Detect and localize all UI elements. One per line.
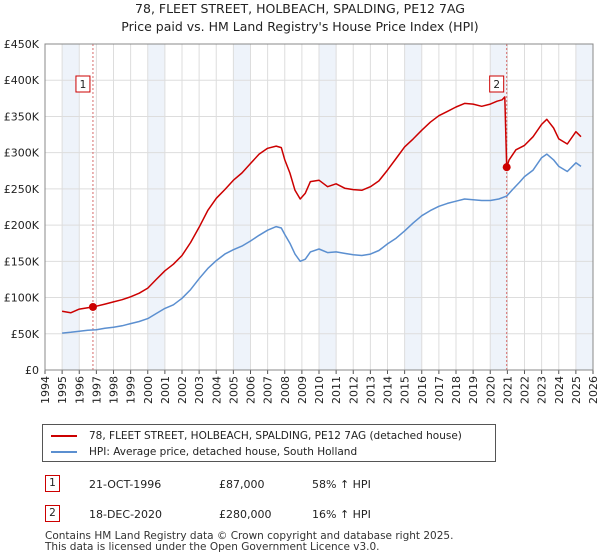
- shaded-band: [319, 44, 337, 370]
- price-chart: £0 £50K £100K £150K £200K £250K £300K £350K £400…: [4, 38, 600, 404]
- shaded-band: [62, 44, 80, 370]
- footer: Contains HM Land Registry data © Crown c…: [45, 531, 453, 553]
- x-tick-label: 2018: [450, 376, 463, 404]
- sale-point: [502, 163, 511, 172]
- x-tick-label: 1996: [73, 376, 86, 404]
- sale-marker-label: 1: [80, 79, 87, 91]
- sale-date: 18-DEC-2020: [89, 508, 163, 521]
- title-line-1: 78, FLEET STREET, HOLBEACH, SPALDING, PE…: [135, 1, 465, 16]
- y-tick-label: £200K: [4, 219, 40, 232]
- shaded-band: [147, 44, 165, 370]
- x-tick-label: 2005: [227, 376, 240, 404]
- shaded-band: [404, 44, 422, 370]
- x-tick-label: 2011: [330, 376, 343, 404]
- x-tick-label: 2006: [245, 376, 258, 404]
- y-tick-label: £450K: [4, 38, 40, 51]
- x-tick-label: 2020: [484, 376, 497, 404]
- shaded-band: [490, 44, 508, 370]
- x-tick-label: 2010: [313, 376, 326, 404]
- y-tick-label: £300K: [4, 147, 40, 160]
- x-tick-label: 1997: [90, 376, 103, 404]
- x-tick-label: 2008: [279, 376, 292, 404]
- y-tick-label: £350K: [4, 110, 40, 123]
- legend-item-hpi: HPI: Average price, detached house, Sout…: [51, 444, 357, 460]
- x-tick-label: 1998: [108, 376, 121, 404]
- footer-copyright: Contains HM Land Registry data © Crown c…: [45, 530, 454, 542]
- sale-hpi-change: 16% ↑ HPI: [312, 508, 371, 521]
- sale-marker-badge: [75, 75, 91, 93]
- sale-price: £280,000: [219, 508, 272, 521]
- y-tick-label: £100K: [4, 292, 40, 305]
- shaded-band: [575, 44, 593, 370]
- sale-marker-label: 2: [493, 79, 500, 91]
- x-tick-label: 1995: [56, 376, 69, 404]
- x-tick-label: 2015: [399, 376, 412, 404]
- x-tick-label: 2022: [519, 376, 532, 404]
- x-tick-label: 2023: [536, 376, 549, 404]
- legend-label-price: 78, FLEET STREET, HOLBEACH, SPALDING, PE…: [89, 430, 462, 442]
- x-tick-label: 2001: [159, 376, 172, 404]
- x-tick-label: 2016: [416, 376, 429, 404]
- sale-badge: 2: [45, 505, 60, 522]
- x-tick-label: 2000: [142, 376, 155, 404]
- sale-date: 21-OCT-1996: [89, 478, 162, 491]
- x-tick-label: 2009: [296, 376, 309, 404]
- x-tick-label: 2012: [347, 376, 360, 404]
- x-tick-label: 1994: [39, 376, 52, 404]
- x-tick-label: 2004: [210, 376, 223, 404]
- y-tick-label: £250K: [4, 183, 40, 196]
- x-tick-label: 2021: [501, 376, 514, 404]
- footer-licence: This data is licensed under the Open Gov…: [45, 541, 380, 553]
- x-tick-label: 2013: [364, 376, 377, 404]
- x-tick-label: 2025: [570, 376, 583, 404]
- x-tick-label: 2017: [433, 376, 446, 404]
- plot-frame: [44, 43, 594, 371]
- price-paid-line: [61, 96, 582, 314]
- legend: 78, FLEET STREET, HOLBEACH, SPALDING, PE…: [42, 424, 496, 462]
- y-tick-label: £150K: [4, 255, 40, 268]
- sale-marker-badge: [489, 75, 505, 93]
- sale-price: £87,000: [219, 478, 265, 491]
- y-tick-label: £400K: [4, 74, 40, 87]
- x-tick-label: 2002: [176, 376, 189, 404]
- x-tick-label: 1999: [125, 376, 138, 404]
- hpi-line: [62, 153, 582, 334]
- legend-swatch-hpi: [51, 451, 77, 453]
- y-tick-label: £50K: [11, 328, 40, 341]
- chart-title: 78, FLEET STREET, HOLBEACH, SPALDING, PE…: [0, 0, 600, 36]
- legend-label-hpi: HPI: Average price, detached house, Sout…: [89, 446, 358, 458]
- sale-point: [88, 302, 97, 311]
- y-tick-label: £0: [25, 364, 39, 377]
- x-tick-label: 2024: [553, 376, 566, 404]
- x-tick-label: 2014: [382, 376, 395, 404]
- x-tick-label: 2026: [587, 376, 600, 404]
- x-tick-label: 2007: [262, 376, 275, 404]
- x-tick-label: 2003: [193, 376, 206, 404]
- legend-swatch-price: [51, 435, 77, 437]
- title-line-2: Price paid vs. HM Land Registry's House …: [121, 19, 479, 34]
- shaded-band: [233, 44, 251, 370]
- sale-badge: 1: [45, 475, 60, 492]
- sale-hpi-change: 58% ↑ HPI: [312, 478, 371, 491]
- x-tick-label: 2019: [467, 376, 480, 404]
- legend-item-price: 78, FLEET STREET, HOLBEACH, SPALDING, PE…: [51, 428, 462, 444]
